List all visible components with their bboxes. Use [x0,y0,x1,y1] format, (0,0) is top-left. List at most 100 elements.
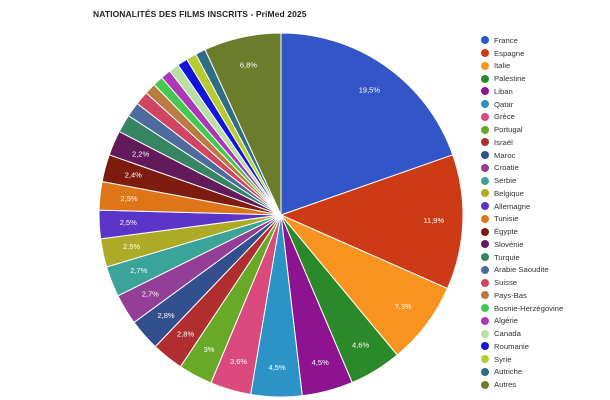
legend-item-tunisie[interactable]: Tunisie [481,213,563,226]
legend-label: Maroc [494,150,516,160]
legend-swatch [481,36,489,45]
slice-value-label: 2,7% [130,266,147,275]
legend-item-italie[interactable]: Italie [481,60,563,73]
slice-value-label: 6,8% [240,61,257,70]
legend-swatch [481,151,489,160]
legend-swatch [481,61,489,70]
legend-label: Canada [494,329,521,339]
legend-label: Égypte [494,227,518,237]
slice-value-label: 2,4% [125,170,142,179]
legend-swatch [481,74,489,83]
legend-item-liban[interactable]: Liban [481,85,563,98]
legend-label: Algérie [494,316,518,326]
slice-value-label: 19,5% [359,85,381,94]
legend-item-qatar[interactable]: Qatar [481,98,563,111]
legend-swatch [481,355,489,364]
legend-label: Italie [494,61,511,71]
legend-label: Bosnie-Herzégovine [494,303,564,313]
legend-swatch [481,240,489,249]
legend-swatch [481,125,489,134]
legend-item-maroc[interactable]: Maroc [481,149,563,162]
legend-item-palestine[interactable]: Palestine [481,72,563,85]
legend-label: Allemagne [494,201,531,211]
legend-swatch [481,176,489,185]
legend-label: Turquie [494,252,520,262]
legend-item-autres[interactable]: Autres [481,378,563,391]
legend-label: Belgique [494,188,524,198]
legend-swatch [481,214,489,223]
slice-value-label: 2,5% [123,242,140,251]
legend-item-turquie[interactable]: Turquie [481,251,563,264]
slice-value-label: 2,7% [142,289,159,298]
slice-value-label: 4,5% [312,358,329,367]
pie-slice-espagne [279,154,464,290]
legend-swatch [481,253,489,262]
legend-item-serbie[interactable]: Serbie [481,174,563,187]
legend-swatch [481,278,489,287]
legend-label: Slovénie [494,239,524,249]
legend-label: Arabie Saoudite [494,265,549,275]
legend-item-grece[interactable]: Grèce [481,111,563,124]
legend-label: Autriche [494,367,523,377]
slice-value-label: 7,3% [394,302,411,311]
legend-label: Qatar [494,99,514,109]
legend-label: Serbie [494,176,517,186]
legend-swatch [481,163,489,172]
legend-item-allemagne[interactable]: Allemagne [481,200,563,213]
legend-label: Suisse [494,278,518,288]
legend-item-croatie[interactable]: Croatie [481,162,563,175]
legend: France Espagne Italie Palestine Liban Qatar Gr… [481,34,563,391]
legend-swatch [481,367,489,376]
legend-item-roumanie[interactable]: Roumanie [481,340,563,353]
legend-item-syrie[interactable]: Syrie [481,353,563,366]
legend-swatch [481,138,489,147]
legend-item-israel[interactable]: Israël [481,136,563,149]
legend-label: Palestine [494,74,526,84]
legend-item-france[interactable]: France [481,34,563,47]
legend-swatch [481,291,489,300]
legend-swatch [481,316,489,325]
slice-value-label: 2,5% [120,194,137,203]
slice-value-label: 4,6% [352,340,369,349]
legend-swatch [481,189,489,198]
legend-label: France [494,35,518,45]
legend-item-canada[interactable]: Canada [481,327,563,340]
legend-label: Croatie [494,163,519,173]
legend-label: Espagne [494,48,525,58]
legend-swatch [481,342,489,351]
legend-swatch [481,49,489,58]
legend-swatch [481,112,489,121]
legend-item-arabie-saoudite[interactable]: Arabie Saoudite [481,264,563,277]
legend-item-algerie[interactable]: Algérie [481,315,563,328]
legend-swatch [481,380,489,389]
legend-swatch [481,87,489,96]
legend-swatch [481,227,489,236]
slice-value-label: 3% [204,345,215,354]
legend-swatch [481,329,489,338]
slice-value-label: 2,5% [120,218,137,227]
legend-label: Grèce [494,112,515,122]
legend-item-espagne[interactable]: Espagne [481,47,563,60]
legend-swatch [481,304,489,313]
legend-item-belgique[interactable]: Belgique [481,187,563,200]
legend-item-portugal[interactable]: Portugal [481,123,563,136]
legend-label: Tunisie [494,214,519,224]
legend-item-slovenie[interactable]: Slovénie [481,238,563,251]
slice-value-label: 2,2% [132,149,149,158]
legend-item-bosnie-herzegovine[interactable]: Bosnie-Herzégovine [481,302,563,315]
legend-swatch [481,265,489,274]
legend-label: Autres [494,380,517,390]
legend-label: Syrie [494,354,512,364]
pie-chart: 19,5% 11,9% 7,3% 4,6% 4,5% 4,5% 3,6% 3% 2,8%2,8%… [98,32,464,398]
slice-value-label: 11,9% [423,216,444,225]
slice-value-label: 2,8% [157,311,174,320]
legend-swatch [481,202,489,211]
legend-item-pays-bas[interactable]: Pays-Bas [481,289,563,302]
legend-item-egypte[interactable]: Égypte [481,225,563,238]
slice-value-label: 4,5% [269,363,286,372]
slice-value-label: 2,8% [177,329,194,338]
pie-slice-autres [204,32,282,216]
legend-label: Israël [494,137,513,147]
legend-item-suisse[interactable]: Suisse [481,276,563,289]
legend-item-autriche[interactable]: Autriche [481,366,563,379]
